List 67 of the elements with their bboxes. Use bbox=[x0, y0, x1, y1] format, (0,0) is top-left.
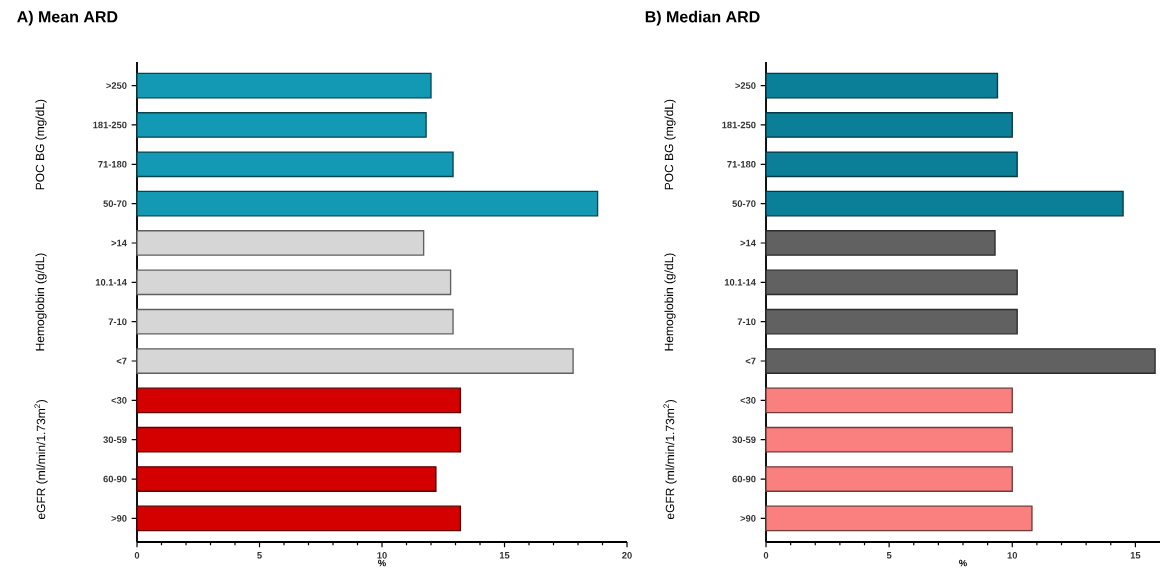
bar bbox=[765, 426, 1013, 453]
x-tick-label: 10 bbox=[377, 552, 387, 559]
bar bbox=[765, 190, 1124, 217]
y-tick-label: 50-70 bbox=[103, 200, 127, 207]
bar bbox=[136, 348, 574, 374]
y-tick-label: 60-90 bbox=[103, 475, 127, 483]
bar bbox=[765, 505, 1033, 532]
text: POC BG (mg/dL) bbox=[35, 99, 47, 190]
y-tick-label: >14 bbox=[740, 239, 756, 247]
x-axis-title: % bbox=[959, 559, 967, 567]
y-tick-label: >14 bbox=[111, 239, 127, 247]
y-tick-label: 10.1-14 bbox=[724, 279, 756, 286]
y-tick-label: <30 bbox=[740, 397, 756, 404]
y-tick-label: 60-90 bbox=[732, 475, 756, 483]
x-tick-label: 0 bbox=[763, 552, 769, 559]
y-tick-label: 30-59 bbox=[732, 436, 756, 444]
bar bbox=[765, 466, 1013, 492]
text: eGFR (ml/min/1.73m$^{2}$) bbox=[34, 399, 48, 520]
bar bbox=[136, 466, 437, 492]
y-tick-label: 181-250 bbox=[722, 121, 756, 129]
text: POC BG (mg/dL) bbox=[664, 99, 676, 190]
bar bbox=[765, 230, 996, 256]
bar bbox=[136, 151, 454, 178]
bar bbox=[136, 308, 454, 335]
y-tick-label: 181-250 bbox=[93, 121, 127, 129]
y-tick-label: 50-70 bbox=[732, 200, 756, 207]
bar bbox=[136, 230, 425, 256]
bar bbox=[136, 269, 452, 296]
x-axis-title: % bbox=[378, 559, 386, 567]
bar bbox=[136, 190, 599, 217]
y-tick-label: <7 bbox=[116, 357, 127, 365]
bar bbox=[765, 348, 1156, 374]
x-tick-label: 20 bbox=[622, 552, 632, 559]
bar bbox=[765, 308, 1018, 335]
bar bbox=[765, 269, 1018, 296]
bar bbox=[765, 72, 999, 99]
x-tick-label: 0 bbox=[134, 552, 140, 559]
y-tick-label: 71-180 bbox=[727, 161, 756, 168]
bar bbox=[765, 112, 1013, 138]
bar bbox=[136, 505, 462, 532]
text: eGFR (ml/min/1.73m$^{2}$) bbox=[663, 399, 677, 520]
chart-title: B) Median ARD bbox=[645, 10, 760, 26]
chart-title: A) Mean ARD bbox=[17, 10, 118, 26]
x-tick-label: 10 bbox=[1007, 552, 1018, 559]
y-tick-label: 7-10 bbox=[108, 318, 127, 325]
y-tick-label: 7-10 bbox=[737, 318, 756, 325]
text: Hemoglobin (g/dL) bbox=[664, 253, 676, 351]
y-tick-label: >90 bbox=[111, 515, 127, 522]
x-tick-label: 15 bbox=[1130, 552, 1141, 559]
y-tick-label: >250 bbox=[106, 82, 127, 89]
y-tick-label: 71-180 bbox=[98, 161, 127, 168]
bar bbox=[136, 387, 462, 414]
bar bbox=[765, 151, 1018, 178]
y-tick-label: 10.1-14 bbox=[95, 279, 127, 286]
bar bbox=[136, 72, 432, 99]
y-tick-label: >250 bbox=[735, 82, 756, 89]
bar bbox=[136, 426, 462, 453]
y-tick-label: <7 bbox=[745, 357, 756, 365]
y-tick-label: >90 bbox=[740, 515, 756, 522]
y-tick-label: 30-59 bbox=[103, 436, 127, 444]
x-tick-label: 5 bbox=[886, 552, 892, 559]
x-tick-label: 5 bbox=[257, 552, 262, 559]
bar bbox=[136, 112, 427, 138]
bar bbox=[765, 387, 1013, 414]
x-tick-label: 15 bbox=[499, 552, 510, 559]
y-tick-label: <30 bbox=[111, 397, 127, 404]
text: Hemoglobin (g/dL) bbox=[35, 253, 47, 351]
